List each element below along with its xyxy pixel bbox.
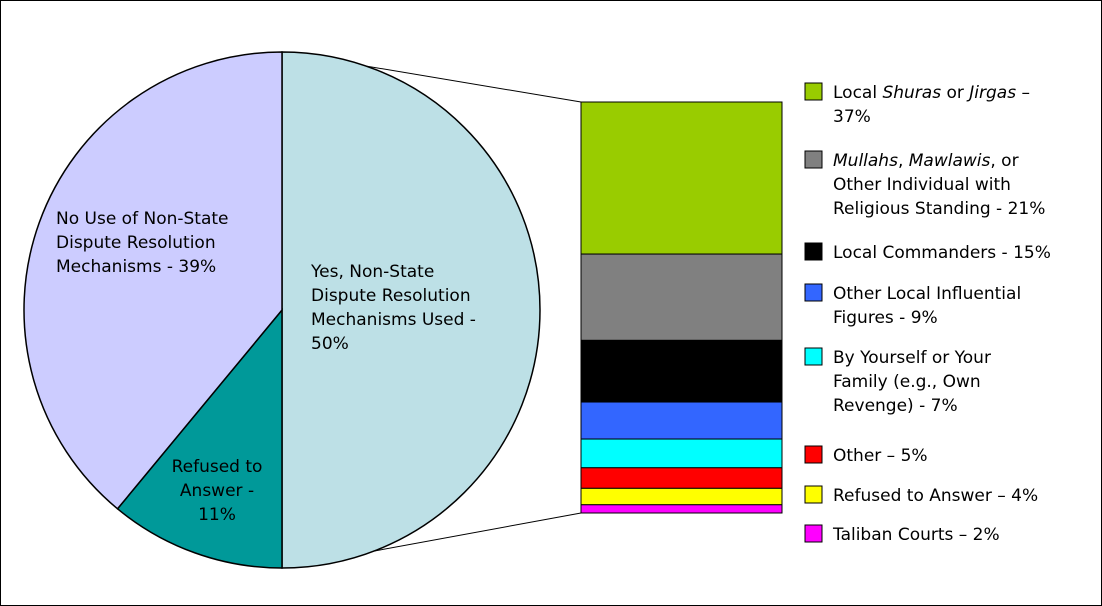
legend-label-line: Local Commanders - 15% — [833, 243, 1051, 263]
legend-item: Local Commanders - 15% — [804, 242, 1051, 263]
legend-label-line: Other – 5% — [833, 446, 928, 466]
breakdown-bar-segment — [580, 467, 783, 489]
legend-label-segment: Mawlawis — [909, 151, 991, 171]
legend-label-segment: Figures - 9% — [833, 308, 938, 328]
pie — [23, 51, 541, 569]
legend-label-segment: Mullahs — [833, 151, 898, 171]
legend-label-line: Other Individual with — [833, 175, 1011, 195]
legend-label-line: Local Shuras or Jirgas – — [833, 83, 1030, 103]
legend-swatch — [804, 347, 823, 366]
breakdown-bar-segment — [580, 504, 783, 514]
legend-label-segment: Refused to Answer – 4% — [833, 486, 1038, 506]
pie-label-line: No Use of Non-State — [56, 209, 229, 229]
legend-item: Other – 5% — [804, 445, 928, 466]
legend-swatch — [804, 242, 823, 261]
pie-label-line: Dispute Resolution — [311, 286, 471, 306]
breakdown-bar-segment — [580, 101, 783, 255]
legend-label-segment: Other – 5% — [833, 446, 928, 466]
legend-swatch — [804, 445, 823, 464]
legend-label-segment: Religious Standing - 21% — [833, 199, 1045, 219]
legend-item: Other Local Influential Figures - 9% — [804, 283, 1021, 328]
legend-label-segment: Taliban Courts – 2% — [832, 525, 1000, 545]
legend-label-line: Figures - 9% — [833, 308, 938, 328]
pie-label-refused: Refused to Answer - 11% — [172, 457, 263, 525]
legend-label-segment: , or — [990, 151, 1018, 171]
legend-label: By Yourself or Your Family (e.g., Own Reve… — [833, 348, 991, 416]
legend-label-line: Revenge) - 7% — [833, 396, 958, 416]
legend-item: Taliban Courts – 2% — [804, 524, 1000, 545]
pie-label-no: No Use of Non-State Dispute Resolution Mec… — [56, 209, 229, 277]
pie-label-line: Dispute Resolution — [56, 233, 216, 253]
pie-label-line: Mechanisms Used - — [311, 310, 476, 330]
breakdown-bar-segment — [580, 401, 783, 440]
legend-label: Mullahs, Mawlawis, or Other Individual wi… — [833, 151, 1045, 219]
breakdown-bar-segment — [580, 438, 783, 469]
legend-swatch — [804, 485, 823, 504]
legend-label-segment: Local Commanders - 15% — [833, 243, 1051, 263]
pie-slice-refused — [116, 307, 283, 569]
legend-label: Local Commanders - 15% — [833, 243, 1051, 263]
pie-slice-yes — [281, 51, 541, 569]
legend-label: Taliban Courts – 2% — [832, 525, 1000, 545]
legend-label-line: Taliban Courts – 2% — [832, 525, 1000, 545]
legend-label-line: Refused to Answer – 4% — [833, 486, 1038, 506]
legend-label-segment: – — [1016, 83, 1030, 103]
legend-label-line: Mullahs, Mawlawis, or — [833, 151, 1019, 171]
legend-label-segment: Revenge) - 7% — [833, 396, 958, 416]
legend-label-segment: Family (e.g., Own — [833, 372, 981, 392]
legend-label-line: By Yourself or Your — [833, 348, 991, 368]
breakdown-bar-segment — [580, 487, 783, 506]
legend-label-segment: Other Local Influential — [833, 284, 1021, 304]
legend-label-segment: , — [898, 151, 909, 171]
legend-label-segment: Jirgas — [966, 83, 1016, 103]
pie-label-line: Yes, Non-State — [310, 262, 434, 282]
legend-item: Refused to Answer – 4% — [804, 485, 1038, 506]
legend-label-segment: By Yourself or Your — [833, 348, 991, 368]
legend-label-line: 37% — [833, 107, 871, 127]
legend-label: Other Local Influential Figures - 9% — [833, 284, 1021, 328]
legend-label-segment: Other Individual with — [833, 175, 1011, 195]
legend-label-segment: Local — [833, 83, 882, 103]
pie-label-line: Refused to — [172, 457, 263, 477]
pie-label-yes: Yes, Non-State Dispute Resolution Mechanis… — [310, 262, 476, 354]
legend-item: Mullahs, Mawlawis, or Other Individual wi… — [804, 150, 1045, 219]
legend-label: Refused to Answer – 4% — [833, 486, 1038, 506]
legend-item: By Yourself or Your Family (e.g., Own Reve… — [804, 347, 991, 416]
legend-swatch — [804, 82, 823, 101]
legend-label: Other – 5% — [833, 446, 928, 466]
breakdown-bar-segment — [580, 253, 783, 341]
pie-labels: Yes, Non-State Dispute Resolution Mechanis… — [56, 209, 476, 525]
breakdown-bar-segment — [580, 339, 783, 403]
legend: Local Shuras or Jirgas – 37% Mullahs, Mawl… — [804, 82, 1051, 545]
pie-slice-no — [23, 51, 283, 510]
pie-label-line: Mechanisms - 39% — [56, 257, 216, 277]
pie-label-line: Answer - — [180, 481, 254, 501]
legend-label-line: Religious Standing - 21% — [833, 199, 1045, 219]
legend-swatch — [804, 283, 823, 302]
legend-swatch — [804, 150, 823, 169]
legend-label: Local Shuras or Jirgas – 37% — [833, 83, 1030, 127]
legend-label-segment: or — [941, 83, 969, 103]
pie-label-line: 11% — [198, 505, 236, 525]
legend-label-segment: Shuras — [882, 83, 941, 103]
pie-label-line: 50% — [311, 334, 349, 354]
breakdown-bar — [580, 101, 783, 514]
legend-item: Local Shuras or Jirgas – 37% — [804, 82, 1030, 127]
legend-label-segment: 37% — [833, 107, 871, 127]
legend-swatch — [804, 524, 823, 543]
legend-label-line: Family (e.g., Own — [833, 372, 981, 392]
legend-label-line: Other Local Influential — [833, 284, 1021, 304]
